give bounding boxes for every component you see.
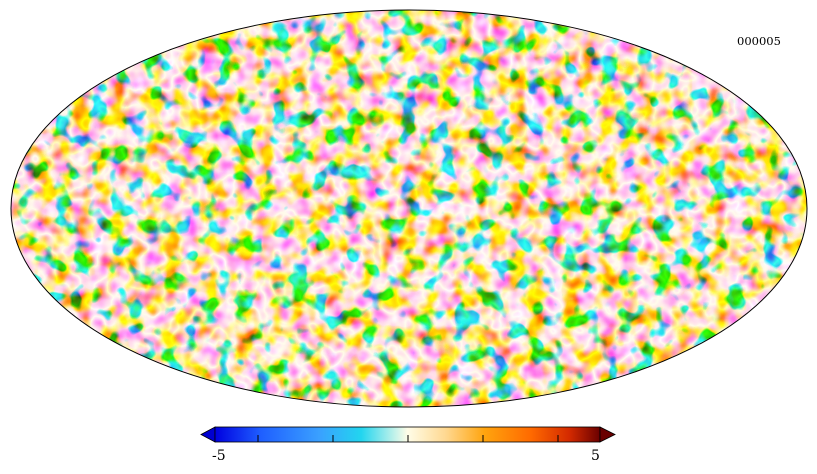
colorbar-max-arrow <box>599 426 616 443</box>
colorbar <box>200 426 616 443</box>
colorbar-min-label: -5 <box>212 448 226 464</box>
map-outline <box>10 9 808 408</box>
colorbar-min-arrow <box>200 426 216 443</box>
mollweide-sky-map <box>11 10 807 407</box>
colorbar-ticks <box>257 435 559 442</box>
map-id-label: 000005 <box>737 34 781 48</box>
colorbar-max-label: 5 <box>591 448 600 464</box>
